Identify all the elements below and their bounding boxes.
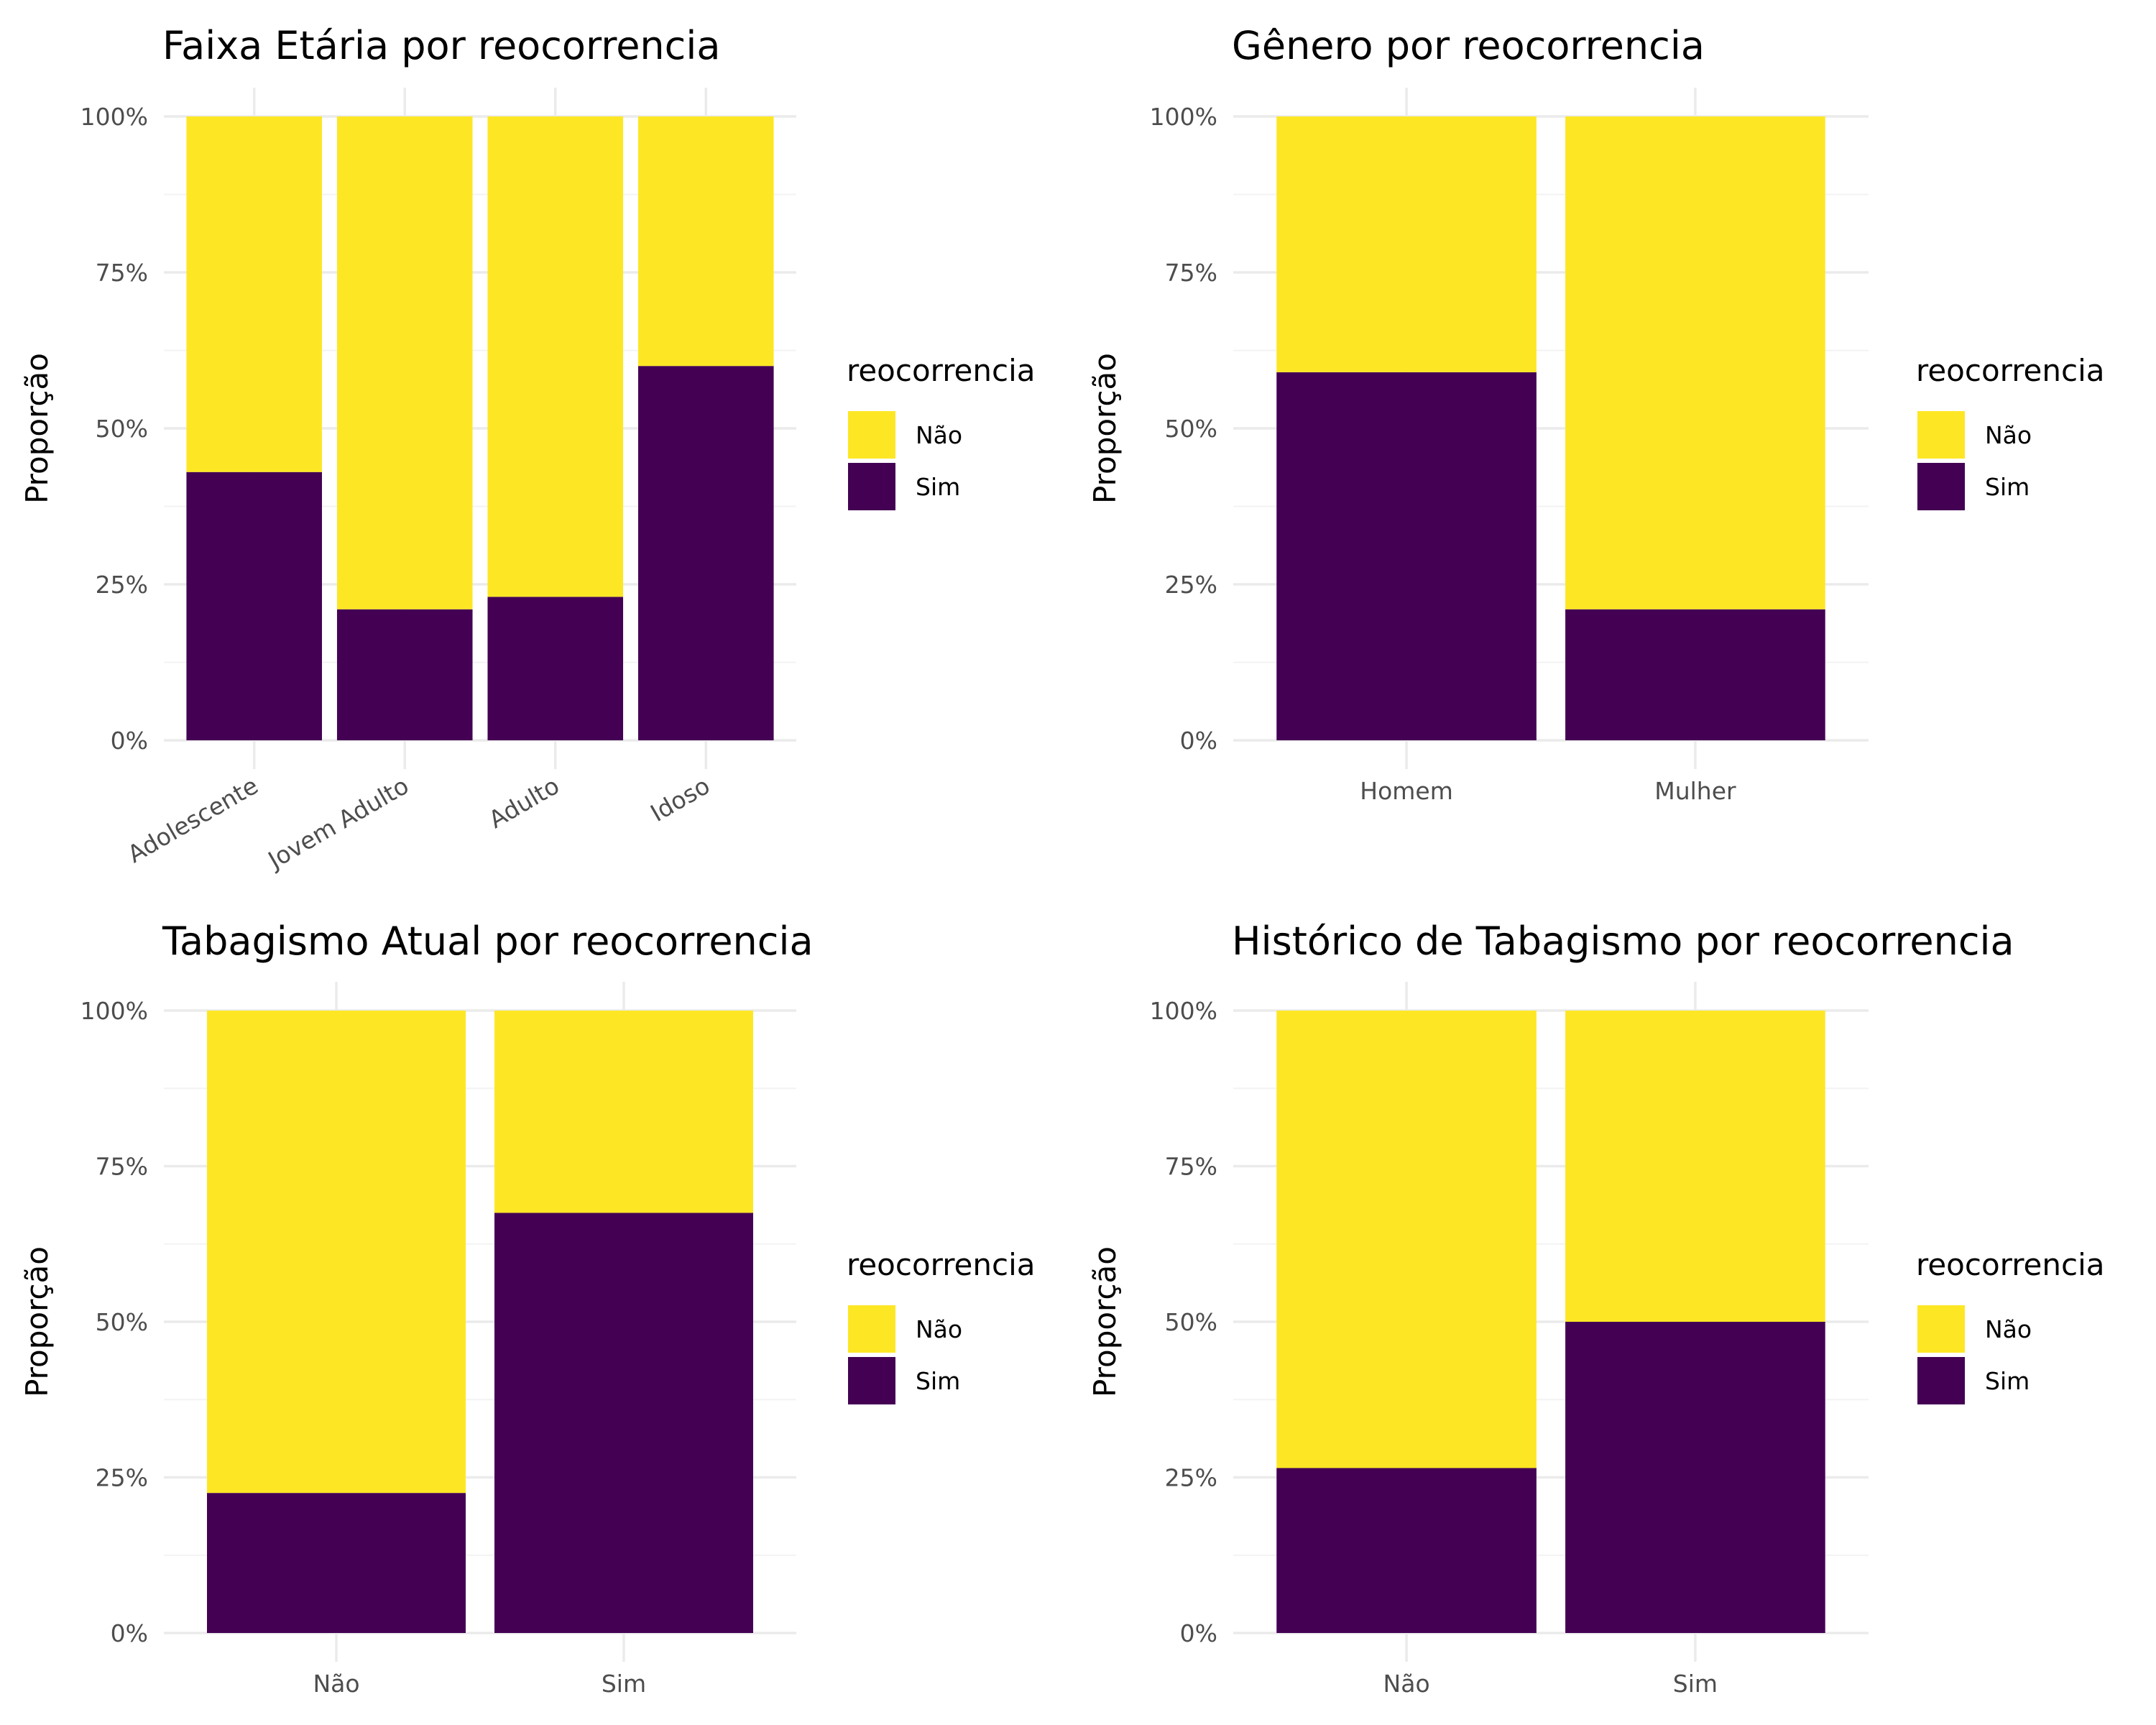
x-tick-label: Adulto <box>484 771 563 834</box>
y-axis-label: Proporção <box>19 1246 55 1397</box>
y-tick-label: 100% <box>1150 103 1217 131</box>
bar-sim-2 <box>494 1213 753 1633</box>
bar-sim-1 <box>207 1493 466 1633</box>
legend-label: Não <box>916 1315 962 1343</box>
legend-swatch-2 <box>848 1357 895 1404</box>
bar-sim-2 <box>1565 609 1825 740</box>
chart-panel-2: 0% 25% 50% 75% 100% Homem Mulher Gênero por reo… <box>1087 23 2105 805</box>
legend-label: Sim <box>1985 1367 2030 1395</box>
y-tick-label: 50% <box>96 1308 148 1336</box>
x-tick-label: Sim <box>1673 1670 1718 1698</box>
x-tick-label: Idoso <box>645 771 714 827</box>
y-tick-label: 25% <box>1165 571 1217 599</box>
y-tick-label: 75% <box>1165 1153 1217 1181</box>
y-tick-label: 50% <box>1165 1308 1217 1336</box>
legend-title: reocorrencia <box>1916 353 2105 388</box>
legend-label: Não <box>1985 1315 2032 1343</box>
chart-panel-4: 0% 25% 50% 75% 100% Não Sim Histórico de Tabagi… <box>1087 919 2105 1698</box>
legend-swatch-1 <box>1917 411 1965 459</box>
x-tick-label: Sim <box>602 1670 646 1698</box>
chart-title: Histórico de Tabagismo por reocorrencia <box>1232 919 2014 964</box>
chart-title: Gênero por reocorrencia <box>1232 23 1705 68</box>
y-axis-label: Proporção <box>19 353 55 504</box>
bar-sim-3 <box>487 597 624 740</box>
chart-panel-3: 0% 25% 50% 75% 100% Não Sim Tabagismo Atual por… <box>19 919 1036 1698</box>
legend-swatch-2 <box>848 463 895 510</box>
y-tick-label: 75% <box>96 259 148 287</box>
y-tick-label: 75% <box>96 1153 148 1181</box>
chart-title: Faixa Etária por reocorrencia <box>162 23 720 68</box>
y-tick-label: 25% <box>96 571 148 599</box>
y-tick-label: 50% <box>96 415 148 443</box>
bar-sim-2 <box>1565 1322 1825 1633</box>
y-tick-label: 100% <box>1150 997 1217 1025</box>
bar-sim-4 <box>638 366 774 740</box>
x-tick-label: Não <box>313 1670 359 1698</box>
legend: reocorrencia Não Sim <box>847 1247 1036 1404</box>
legend-label: Não <box>1985 421 2032 449</box>
legend-title: reocorrencia <box>847 1247 1036 1282</box>
bar-n-o-3 <box>487 116 624 597</box>
legend-swatch-1 <box>848 1305 895 1353</box>
y-axis-label: Proporção <box>1087 353 1123 504</box>
legend: reocorrencia Não Sim <box>1916 1247 2105 1404</box>
y-tick-label: 100% <box>80 997 148 1025</box>
y-tick-label: 75% <box>1165 259 1217 287</box>
legend-label: Sim <box>916 473 960 501</box>
bar-n-o-2 <box>1565 116 1825 610</box>
legend-label: Sim <box>1985 473 2030 501</box>
x-tick-label: Homem <box>1360 777 1453 805</box>
y-tick-label: 0% <box>111 727 148 755</box>
y-tick-label: 0% <box>111 1619 148 1647</box>
y-axis-label: Proporção <box>1087 1246 1123 1397</box>
bar-n-o-2 <box>494 1011 753 1213</box>
bar-n-o-2 <box>1565 1011 1825 1322</box>
legend: reocorrencia Não Sim <box>1916 353 2105 510</box>
bar-n-o-2 <box>336 116 473 610</box>
legend-label: Sim <box>916 1367 960 1395</box>
legend-swatch-2 <box>1917 463 1965 510</box>
legend-swatch-2 <box>1917 1357 1965 1404</box>
bar-n-o-1 <box>1276 1011 1537 1468</box>
legend-label: Não <box>916 421 962 449</box>
bar-sim-1 <box>1276 372 1537 740</box>
y-tick-label: 0% <box>1180 727 1217 755</box>
bar-n-o-4 <box>638 116 774 367</box>
y-tick-label: 50% <box>1165 415 1217 443</box>
legend: reocorrencia Não Sim <box>847 353 1036 510</box>
bar-sim-1 <box>1276 1468 1537 1633</box>
chart-title: Tabagismo Atual por reocorrencia <box>162 919 814 964</box>
legend-swatch-1 <box>848 411 895 459</box>
chart-panel-1: 0% 25% 50% 75% 100% Adolescente Jovem Adulto Ad… <box>19 23 1036 875</box>
bar-n-o-1 <box>186 116 322 472</box>
y-tick-label: 100% <box>80 103 148 131</box>
bar-sim-2 <box>336 609 473 740</box>
legend-swatch-1 <box>1917 1305 1965 1353</box>
y-tick-label: 0% <box>1180 1619 1217 1647</box>
x-tick-label: Mulher <box>1654 777 1736 805</box>
x-tick-label: Não <box>1383 1670 1430 1698</box>
x-tick-label: Jovem Adulto <box>262 771 413 875</box>
x-tick-label: Adolescente <box>123 771 263 868</box>
bar-sim-1 <box>186 472 322 740</box>
legend-title: reocorrencia <box>1916 1247 2105 1282</box>
legend-title: reocorrencia <box>847 353 1036 388</box>
bar-n-o-1 <box>1276 116 1537 372</box>
y-tick-label: 25% <box>1165 1464 1217 1492</box>
y-tick-label: 25% <box>96 1464 148 1492</box>
bar-n-o-1 <box>207 1011 466 1494</box>
